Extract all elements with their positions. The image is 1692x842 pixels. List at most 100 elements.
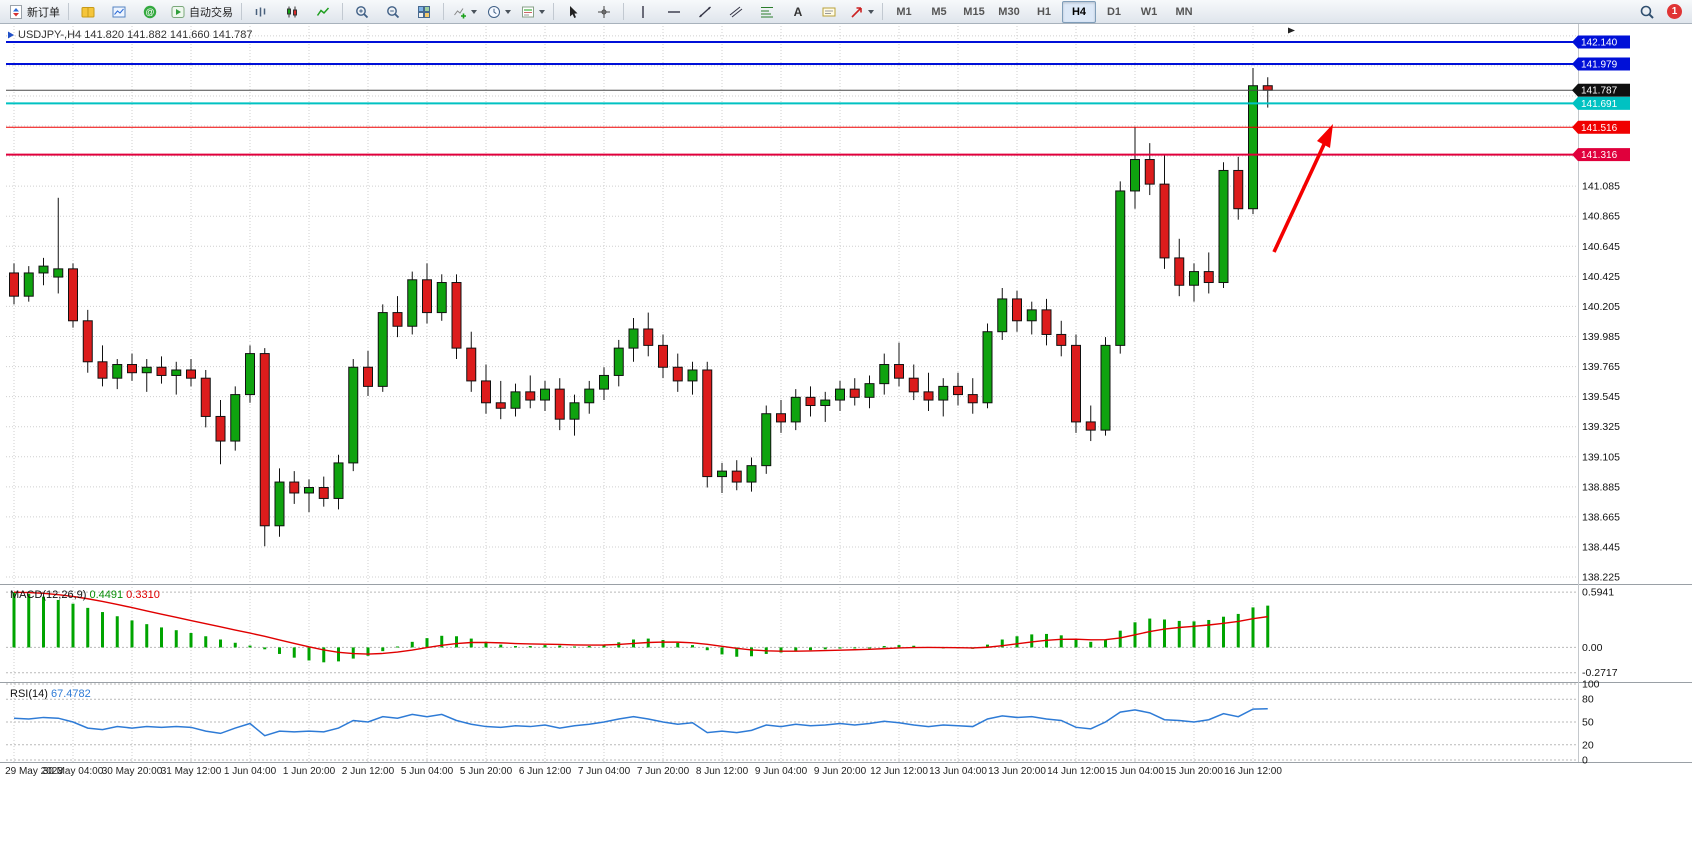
autotrading-play-icon [170,4,186,20]
crosshair-button[interactable] [589,1,619,23]
toolbar-separator [68,3,69,20]
svg-text:139.985: 139.985 [1582,331,1620,343]
channel-tool-button[interactable] [721,1,751,23]
svg-text:100: 100 [1582,679,1600,691]
arrow-icon [849,4,865,20]
template-icon [520,4,536,20]
svg-text:8 Jun 12:00: 8 Jun 12:00 [696,766,749,777]
svg-text:140.425: 140.425 [1582,271,1620,283]
timeframe-h1-button[interactable]: H1 [1036,5,1052,18]
vertical-line-tool-button[interactable] [628,1,658,23]
tile-windows-button[interactable] [409,1,439,23]
notification-badge[interactable]: 1 [1667,4,1682,19]
svg-text:139.105: 139.105 [1582,451,1620,463]
crosshair-icon [596,4,612,20]
tile-windows-icon [416,4,432,20]
svg-text:29 May 2023: 29 May 2023 [5,766,63,777]
timeframe-h4-button[interactable]: H4 [1062,0,1096,23]
timeframe-w1-button[interactable]: W1 [1140,5,1158,18]
timeframe-mn-button[interactable]: MN [1175,5,1193,18]
at-icon: @ [142,4,158,20]
svg-text:-0.2717: -0.2717 [1582,667,1618,679]
svg-text:0: 0 [1582,755,1588,767]
svg-text:7 Jun 20:00: 7 Jun 20:00 [637,766,690,777]
svg-text:141.787: 141.787 [1581,86,1618,97]
line-chart-icon [315,4,331,20]
timeframe-d1-button[interactable]: D1 [1106,5,1122,18]
svg-text:5 Jun 20:00: 5 Jun 20:00 [460,766,513,777]
autotrading-button[interactable]: 自动交易 [166,1,237,23]
chevron-down-icon [471,9,477,14]
candles-layer [9,67,1273,547]
bar-chart-button[interactable] [246,1,276,23]
svg-text:2 Jun 12:00: 2 Jun 12:00 [342,766,395,777]
cursor-button[interactable] [558,1,588,23]
chart-window-button[interactable] [104,1,134,23]
svg-text:12 Jun 12:00: 12 Jun 12:00 [870,766,928,777]
svg-text:141.316: 141.316 [1581,150,1618,161]
fibonacci-tool-button[interactable] [752,1,782,23]
svg-text:140.205: 140.205 [1582,301,1620,313]
templates-button[interactable] [516,1,549,23]
clock-icon [486,4,502,20]
chevron-down-icon [539,9,545,14]
timeframe-m5-button[interactable]: M5 [931,5,947,18]
candlestick-chart-button[interactable] [277,1,307,23]
zoom-in-button[interactable] [347,1,377,23]
trendline-icon [697,4,713,20]
community-button[interactable]: @ [135,1,165,23]
text-icon: A [790,4,806,20]
chart-area[interactable]: 142.140 141.979 141.787 141.691 141.516 141.3… [0,24,1692,842]
svg-text:141.085: 141.085 [1582,181,1620,193]
zoom-out-icon [385,4,401,20]
metaeditor-button[interactable] [73,1,103,23]
svg-text:141.516: 141.516 [1581,123,1618,134]
svg-text:MACD(12,26,9) 0.4491 0.3310: MACD(12,26,9) 0.4491 0.3310 [10,589,160,601]
book-icon [80,4,96,20]
zoom-out-button[interactable] [378,1,408,23]
arrows-tool-button[interactable] [845,1,878,23]
zoom-in-icon [354,4,370,20]
chart-canvas[interactable]: 142.140 141.979 141.787 141.691 141.516 141.3… [0,24,1692,842]
label-icon [821,4,837,20]
vertical-line-icon [635,4,651,20]
new-order-button[interactable]: 新订单 [4,1,64,23]
svg-text:13 Jun 20:00: 13 Jun 20:00 [988,766,1046,777]
toolbar-separator [342,3,343,20]
new-order-label: 新订单 [27,6,60,19]
svg-text:0.5941: 0.5941 [1582,587,1614,599]
toolbar-separator [553,3,554,20]
svg-text:7 Jun 04:00: 7 Jun 04:00 [578,766,631,777]
timeframe-m1-button[interactable]: M1 [896,5,912,18]
timeframe-m30-button[interactable]: M30 [998,5,1020,18]
horizontal-line-tool-button[interactable] [659,1,689,23]
annotation-arrow [1272,124,1333,253]
svg-text:80: 80 [1582,694,1594,706]
svg-text:USDJPY-,H4 141.820 141.882 14: USDJPY-,H4 141.820 141.882 141.660 141.7… [18,29,252,41]
indicators-button[interactable] [448,1,481,23]
periods-button[interactable] [482,1,515,23]
svg-text:138.445: 138.445 [1582,541,1620,553]
svg-text:20: 20 [1582,739,1594,751]
trendline-tool-button[interactable] [690,1,720,23]
horizontal-line-icon [666,4,682,20]
rsi-layer [13,707,1268,737]
svg-text:A: A [794,5,803,19]
text-tool-button[interactable]: A [783,1,813,23]
channel-icon [728,4,744,20]
svg-text:15 Jun 20:00: 15 Jun 20:00 [1165,766,1223,777]
svg-text:138.225: 138.225 [1582,572,1620,584]
svg-text:138.665: 138.665 [1582,511,1620,523]
chevron-down-icon [868,9,874,14]
label-tool-button[interactable] [814,1,844,23]
timeframe-m15-button[interactable]: M15 [963,5,985,18]
svg-text:15 Jun 04:00: 15 Jun 04:00 [1106,766,1164,777]
level-lines-layer: 142.140 141.979 141.787 141.691 141.516 141.3… [6,35,1630,162]
svg-text:1 Jun 20:00: 1 Jun 20:00 [283,766,336,777]
fibonacci-icon [759,4,775,20]
search-button[interactable] [1632,1,1662,23]
line-chart-button[interactable] [308,1,338,23]
toolbar-separator [623,3,624,20]
